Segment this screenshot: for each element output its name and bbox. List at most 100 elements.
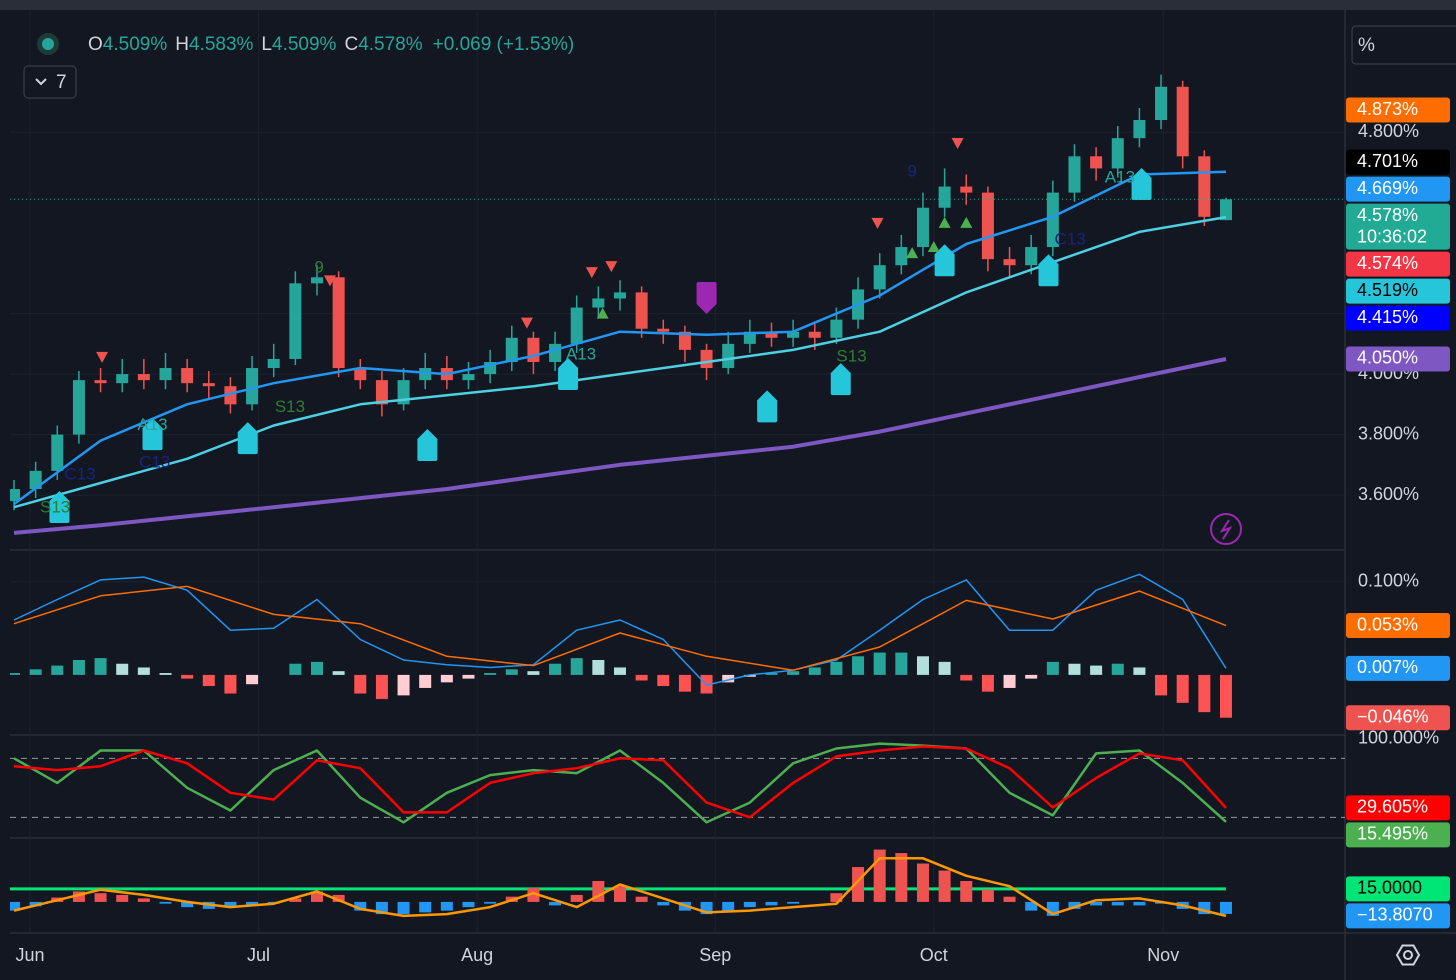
histogram-bar <box>1133 667 1146 675</box>
price-tag-label: 4.415% <box>1357 307 1418 327</box>
histogram-bar <box>72 660 85 675</box>
histogram-bar <box>1003 674 1016 688</box>
annotation: C13 <box>64 465 95 484</box>
signal-marker <box>49 491 70 524</box>
histogram-bar <box>419 901 432 913</box>
y-tick-label: 3.600% <box>1358 484 1419 504</box>
plot-layers: S13 C13 A13 C13 S13 9 A13 S13 9 C13 A13 <box>10 10 1345 933</box>
candle-body <box>1025 247 1038 266</box>
annotation: A13 <box>566 345 596 364</box>
indicator-line <box>13 742 1227 824</box>
candle-body <box>549 343 562 362</box>
y-tick-label: 0.100% <box>1358 571 1419 591</box>
price-tag <box>1346 346 1450 372</box>
gear[interactable] <box>1395 944 1421 966</box>
histogram-bar <box>289 898 302 902</box>
signal-marker <box>520 317 533 329</box>
candle-body <box>51 434 64 471</box>
histogram-bar <box>808 667 821 675</box>
price-tag-label: 4.578% <box>1357 205 1418 225</box>
histogram-bar <box>159 673 172 675</box>
signal-marker <box>938 216 951 228</box>
histogram-bar <box>657 901 670 906</box>
candle-body <box>765 331 778 338</box>
histogram-bar <box>310 661 323 675</box>
histogram-bar <box>1068 901 1081 909</box>
histogram-bar <box>419 674 432 688</box>
price-tag-label: 4.669% <box>1357 178 1418 198</box>
candle-body <box>354 368 367 381</box>
histogram-bar <box>51 665 64 675</box>
histogram-bar <box>570 894 583 902</box>
histogram-bar <box>462 901 475 908</box>
histogram-bar <box>10 901 21 911</box>
candle-body <box>137 374 150 381</box>
histogram-bar <box>1090 665 1103 675</box>
candle-body <box>267 358 280 369</box>
annotation: A13 <box>137 415 167 434</box>
candle-body <box>743 331 756 344</box>
signal-marker <box>696 281 717 314</box>
histogram-bar <box>72 891 85 902</box>
histogram-bar <box>246 674 259 685</box>
symbol-search[interactable]: % <box>1351 25 1456 65</box>
candle-body <box>808 331 821 338</box>
legend-value: 4.583% <box>189 34 254 55</box>
candle-body <box>375 380 388 405</box>
histogram-bar <box>94 893 107 902</box>
candle-body <box>613 292 626 299</box>
candle-body <box>1003 259 1016 266</box>
histogram-bar <box>116 663 129 675</box>
signal-marker <box>605 261 618 273</box>
histogram-bar <box>440 901 453 911</box>
histogram-bar <box>29 901 42 907</box>
settings-icon[interactable] <box>1395 944 1421 966</box>
histogram-bar <box>1090 901 1103 906</box>
candle-body <box>10 489 21 502</box>
histogram-bar <box>787 901 800 904</box>
histogram-bar <box>549 663 562 675</box>
candle-body <box>527 337 540 362</box>
legend-key: H <box>175 34 189 55</box>
price-tag <box>1346 903 1450 929</box>
signal-marker <box>934 244 955 277</box>
price-tag <box>1346 822 1450 848</box>
signal-marker <box>585 267 598 279</box>
histogram-bar <box>938 870 951 902</box>
histogram-bar <box>332 894 345 902</box>
histogram-bar <box>635 896 648 902</box>
alert-circle[interactable] <box>1210 513 1242 545</box>
candle-body <box>981 192 994 260</box>
candle-body <box>1219 199 1232 221</box>
x-tick-label: Sep <box>699 945 731 965</box>
candle-body <box>1111 138 1124 169</box>
candle-body <box>873 265 886 290</box>
candle-body <box>657 328 670 332</box>
histogram-bar <box>722 674 735 683</box>
histogram-bar <box>484 901 497 904</box>
toggle-box[interactable] <box>23 65 77 99</box>
candle-body <box>1068 156 1081 193</box>
legend-change: +0.069 (+1.53%) <box>433 34 575 55</box>
indicator-toggle[interactable]: 7 <box>23 65 77 99</box>
histogram-bar <box>1025 674 1038 679</box>
search-box[interactable] <box>1351 25 1456 65</box>
histogram-bar <box>375 674 388 700</box>
histogram-bar <box>116 894 129 902</box>
price-tag-label: −0.046% <box>1357 706 1429 726</box>
candle-body <box>159 368 172 381</box>
signal-marker <box>757 390 778 423</box>
signal-marker <box>558 357 579 390</box>
signal-marker <box>906 247 919 259</box>
histogram-bar <box>10 673 21 675</box>
alert-icon[interactable] <box>1210 513 1242 545</box>
pane <box>10 742 1345 824</box>
histogram-bar <box>462 674 475 679</box>
candle-body <box>635 292 648 329</box>
histogram-bar <box>916 863 929 902</box>
price-tag <box>1346 97 1450 123</box>
price-tag <box>1346 278 1450 304</box>
candle-body <box>830 319 843 338</box>
legend-value: 4.578% <box>358 34 423 55</box>
